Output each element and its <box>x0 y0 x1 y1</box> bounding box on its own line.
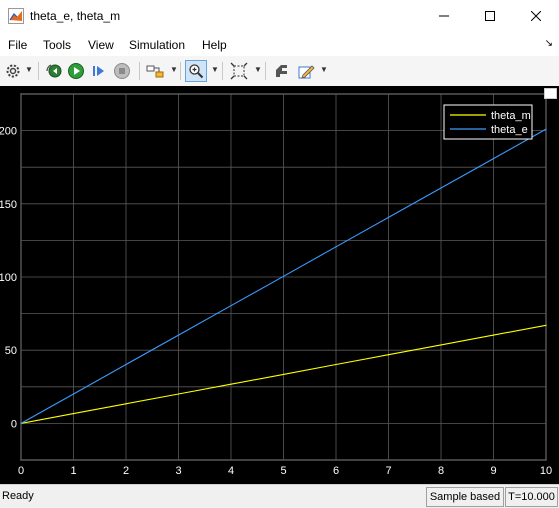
menu-tools[interactable]: Tools <box>43 38 72 52</box>
toolbar-separator <box>265 62 266 80</box>
data-point-theta-m <box>177 393 180 395</box>
grid <box>20 93 547 461</box>
run-icon <box>68 63 84 79</box>
menu-simulation[interactable]: Simulation <box>129 38 186 52</box>
minimize-button[interactable] <box>421 0 467 32</box>
x-tick-label: 7 <box>385 465 391 477</box>
y-tick-label: 150 <box>0 199 17 211</box>
x-tick-label: 0 <box>18 465 24 477</box>
y-tick-label: 0 <box>11 418 17 430</box>
legend-label-theta-m: theta_m <box>491 110 531 122</box>
highlight-button[interactable] <box>145 60 165 82</box>
x-tick-label: 8 <box>438 465 444 477</box>
x-tick-label: 9 <box>490 465 496 477</box>
data-point-theta-e <box>230 305 232 307</box>
data-point-theta-e <box>282 275 285 277</box>
highlight-dropdown-icon[interactable]: ▼ <box>170 65 178 74</box>
zoom-in-button[interactable] <box>185 60 207 82</box>
fit-to-view-button[interactable] <box>229 60 249 82</box>
x-tick-label: 1 <box>70 465 76 477</box>
step-back-button[interactable] <box>44 60 64 82</box>
data-point-theta-e <box>545 128 547 130</box>
window-title: theta_e, theta_m <box>30 9 121 23</box>
data-point-theta-e <box>440 187 442 189</box>
toolbar-separator <box>222 62 223 80</box>
legend-box <box>443 104 533 140</box>
maximize-icon <box>485 11 495 21</box>
title-bar: theta_e, theta_m <box>0 0 559 32</box>
data-point-theta-m <box>335 363 337 366</box>
matlab-icon <box>8 8 24 24</box>
y-tick-label: 100 <box>0 272 17 284</box>
data-point-theta-m <box>72 412 75 415</box>
data-point-theta-e <box>125 363 127 366</box>
toolbar-separator <box>180 62 181 80</box>
minimize-icon <box>439 15 449 17</box>
data-point-theta-m <box>545 324 547 326</box>
data-point-theta-e <box>177 334 180 336</box>
maximize-button[interactable] <box>467 0 513 32</box>
status-bar: Ready Sample based T=10.000 <box>0 484 559 508</box>
edit-dropdown-icon[interactable]: ▼ <box>320 65 328 74</box>
style-button[interactable] <box>272 60 292 82</box>
toolbar-separator <box>38 62 39 80</box>
plot-undock-icon[interactable] <box>544 88 557 99</box>
y-tick-label: 50 <box>5 345 17 357</box>
status-text: Ready <box>2 490 34 502</box>
edit-icon <box>298 65 315 79</box>
run-button[interactable] <box>66 60 86 82</box>
step-back-icon <box>46 64 62 78</box>
data-point-theta-m <box>492 334 495 336</box>
menu-view[interactable]: View <box>88 38 114 52</box>
x-tick-label: 2 <box>123 465 129 477</box>
x-tick-label: 6 <box>333 465 339 477</box>
gear-icon <box>6 64 20 78</box>
data-point-theta-e <box>492 157 495 160</box>
data-point-theta-e <box>335 246 337 248</box>
close-icon <box>531 11 541 21</box>
scope-plot-area[interactable]: 0 1 2 3 4 5 6 7 8 9 10 0 50 100 150 200 theta_m theta_e <box>0 86 559 484</box>
close-button[interactable] <box>513 0 559 32</box>
edit-button[interactable] <box>296 60 316 82</box>
toolbar-separator <box>139 62 140 80</box>
sim-time-readout: T=10.000 <box>505 487 558 507</box>
data-point-theta-e <box>20 422 22 424</box>
x-tick-label: 3 <box>175 465 181 477</box>
fit-dropdown-icon[interactable]: ▼ <box>254 65 262 74</box>
stop-button[interactable] <box>112 60 132 82</box>
legend[interactable]: theta_m theta_e <box>443 104 533 140</box>
settings-dropdown-icon[interactable]: ▼ <box>25 65 33 74</box>
dock-arrow-icon[interactable]: ↘ <box>544 38 553 49</box>
legend-label-theta-e: theta_e <box>491 124 528 136</box>
data-point-theta-e <box>72 393 75 395</box>
menu-help[interactable]: Help <box>202 38 227 52</box>
data-point-theta-m <box>125 403 127 405</box>
x-tick-label: 10 <box>540 465 552 477</box>
y-tick-label: 200 <box>0 126 17 138</box>
sample-mode-badge: Sample based <box>426 487 504 507</box>
zoom-dropdown-icon[interactable]: ▼ <box>211 65 219 74</box>
menu-bar: File Tools View Simulation Help <box>0 32 559 56</box>
data-point-theta-e <box>387 216 390 219</box>
step-forward-icon <box>93 66 104 76</box>
data-point-theta-m <box>282 373 285 375</box>
highlight-icon <box>146 65 164 78</box>
settings-button[interactable] <box>4 60 22 82</box>
toolbar: ▼ ▼ <box>0 56 559 87</box>
step-forward-button[interactable] <box>89 60 109 82</box>
style-icon <box>276 65 287 77</box>
x-tick-label: 4 <box>228 465 234 477</box>
x-tick-label: 5 <box>280 465 286 477</box>
menu-file[interactable]: File <box>8 38 28 52</box>
data-point-theta-m <box>387 354 390 356</box>
fit-icon <box>230 62 248 80</box>
stop-icon <box>114 63 130 79</box>
zoom-in-icon <box>189 64 204 79</box>
series-group <box>20 128 547 424</box>
data-point-theta-m <box>440 344 442 346</box>
data-point-theta-m <box>230 383 232 385</box>
